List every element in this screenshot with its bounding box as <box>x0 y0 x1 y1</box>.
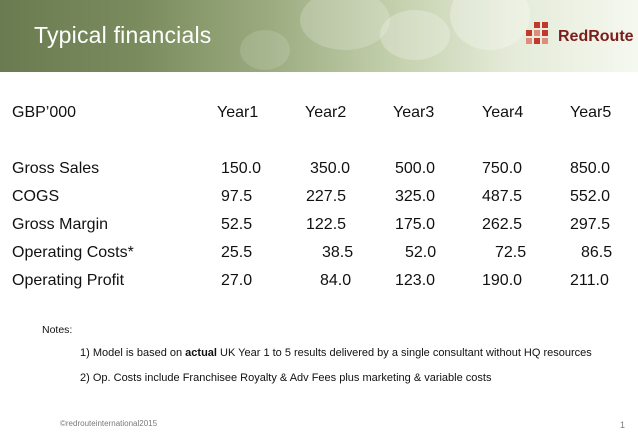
table-cell: 25.5 <box>221 244 253 261</box>
table-row: COGS 97.5 227.5 325.0 487.5 552.0 <box>12 188 632 210</box>
year-header: Year3 <box>393 104 435 121</box>
note-1-emphasis: actual <box>185 347 217 359</box>
year-header: Year5 <box>570 104 612 121</box>
table-cell: 227.5 <box>306 188 347 205</box>
row-label: Operating Profit <box>12 272 125 289</box>
table-cell: 27.0 <box>221 272 253 289</box>
table-row: Gross Margin 52.5 122.5 175.0 262.5 297.… <box>12 216 632 238</box>
table-cell: 211.0 <box>570 272 609 289</box>
table-cell: 325.0 <box>395 188 436 205</box>
table-cell: 38.5 <box>322 244 354 261</box>
table-cell: 52.5 <box>221 216 253 233</box>
table-cell: 84.0 <box>320 272 352 289</box>
note-1: 1) Model is based on actual UK Year 1 to… <box>80 347 592 359</box>
table-cell: 750.0 <box>482 160 523 177</box>
table-cell: 97.5 <box>221 188 253 205</box>
year-header: Year2 <box>305 104 347 121</box>
table-cell: 72.5 <box>495 244 527 261</box>
title-banner: Typical financials RedRoute <box>0 0 638 72</box>
table-cell: 850.0 <box>570 160 611 177</box>
row-label: COGS <box>12 188 60 205</box>
table-cell: 262.5 <box>482 216 523 233</box>
currency-label: GBP’000 <box>12 104 77 121</box>
table-cell: 122.5 <box>306 216 347 233</box>
note-1-text: 1) Model is based on <box>80 347 186 359</box>
table-cell: 150.0 <box>221 160 262 177</box>
page-number: 1 <box>620 420 626 430</box>
table-cell: 190.0 <box>482 272 523 289</box>
notes-heading: Notes: <box>42 324 73 336</box>
table-cell: 52.0 <box>405 244 437 261</box>
logo-grid-icon <box>526 22 554 50</box>
table-cell: 350.0 <box>310 160 351 177</box>
table-cell: 86.5 <box>581 244 613 261</box>
redroute-logo: RedRoute <box>526 22 634 52</box>
row-label: Gross Margin <box>12 216 109 233</box>
row-label: Gross Sales <box>12 160 100 177</box>
copyright-footer: ©redrouteinternational2015 <box>60 419 158 428</box>
table-cell: 487.5 <box>482 188 523 205</box>
year-header: Year1 <box>217 104 259 121</box>
table-row: Operating Costs* 25.5 38.5 52.0 72.5 86.… <box>12 244 632 266</box>
table-header-row: GBP’000 Year1 Year2 Year3 Year4 Year5 <box>12 104 632 126</box>
row-label: Operating Costs* <box>12 244 134 261</box>
table-cell: 500.0 <box>395 160 436 177</box>
table-cell: 552.0 <box>570 188 611 205</box>
table-cell: 297.5 <box>570 216 611 233</box>
table-cell: 175.0 <box>395 216 436 233</box>
table-row: Gross Sales 150.0 350.0 500.0 750.0 850.… <box>12 160 632 182</box>
table-row: Operating Profit 27.0 84.0 123.0 190.0 2… <box>12 272 632 294</box>
note-2: 2) Op. Costs include Franchisee Royalty … <box>80 372 492 384</box>
note-1-text-rest: UK Year 1 to 5 results delivered by a si… <box>216 347 592 359</box>
slide-title: Typical financials <box>34 22 212 48</box>
logo-text: RedRoute <box>558 28 634 45</box>
table-cell: 123.0 <box>395 272 436 289</box>
year-header: Year4 <box>482 104 524 121</box>
